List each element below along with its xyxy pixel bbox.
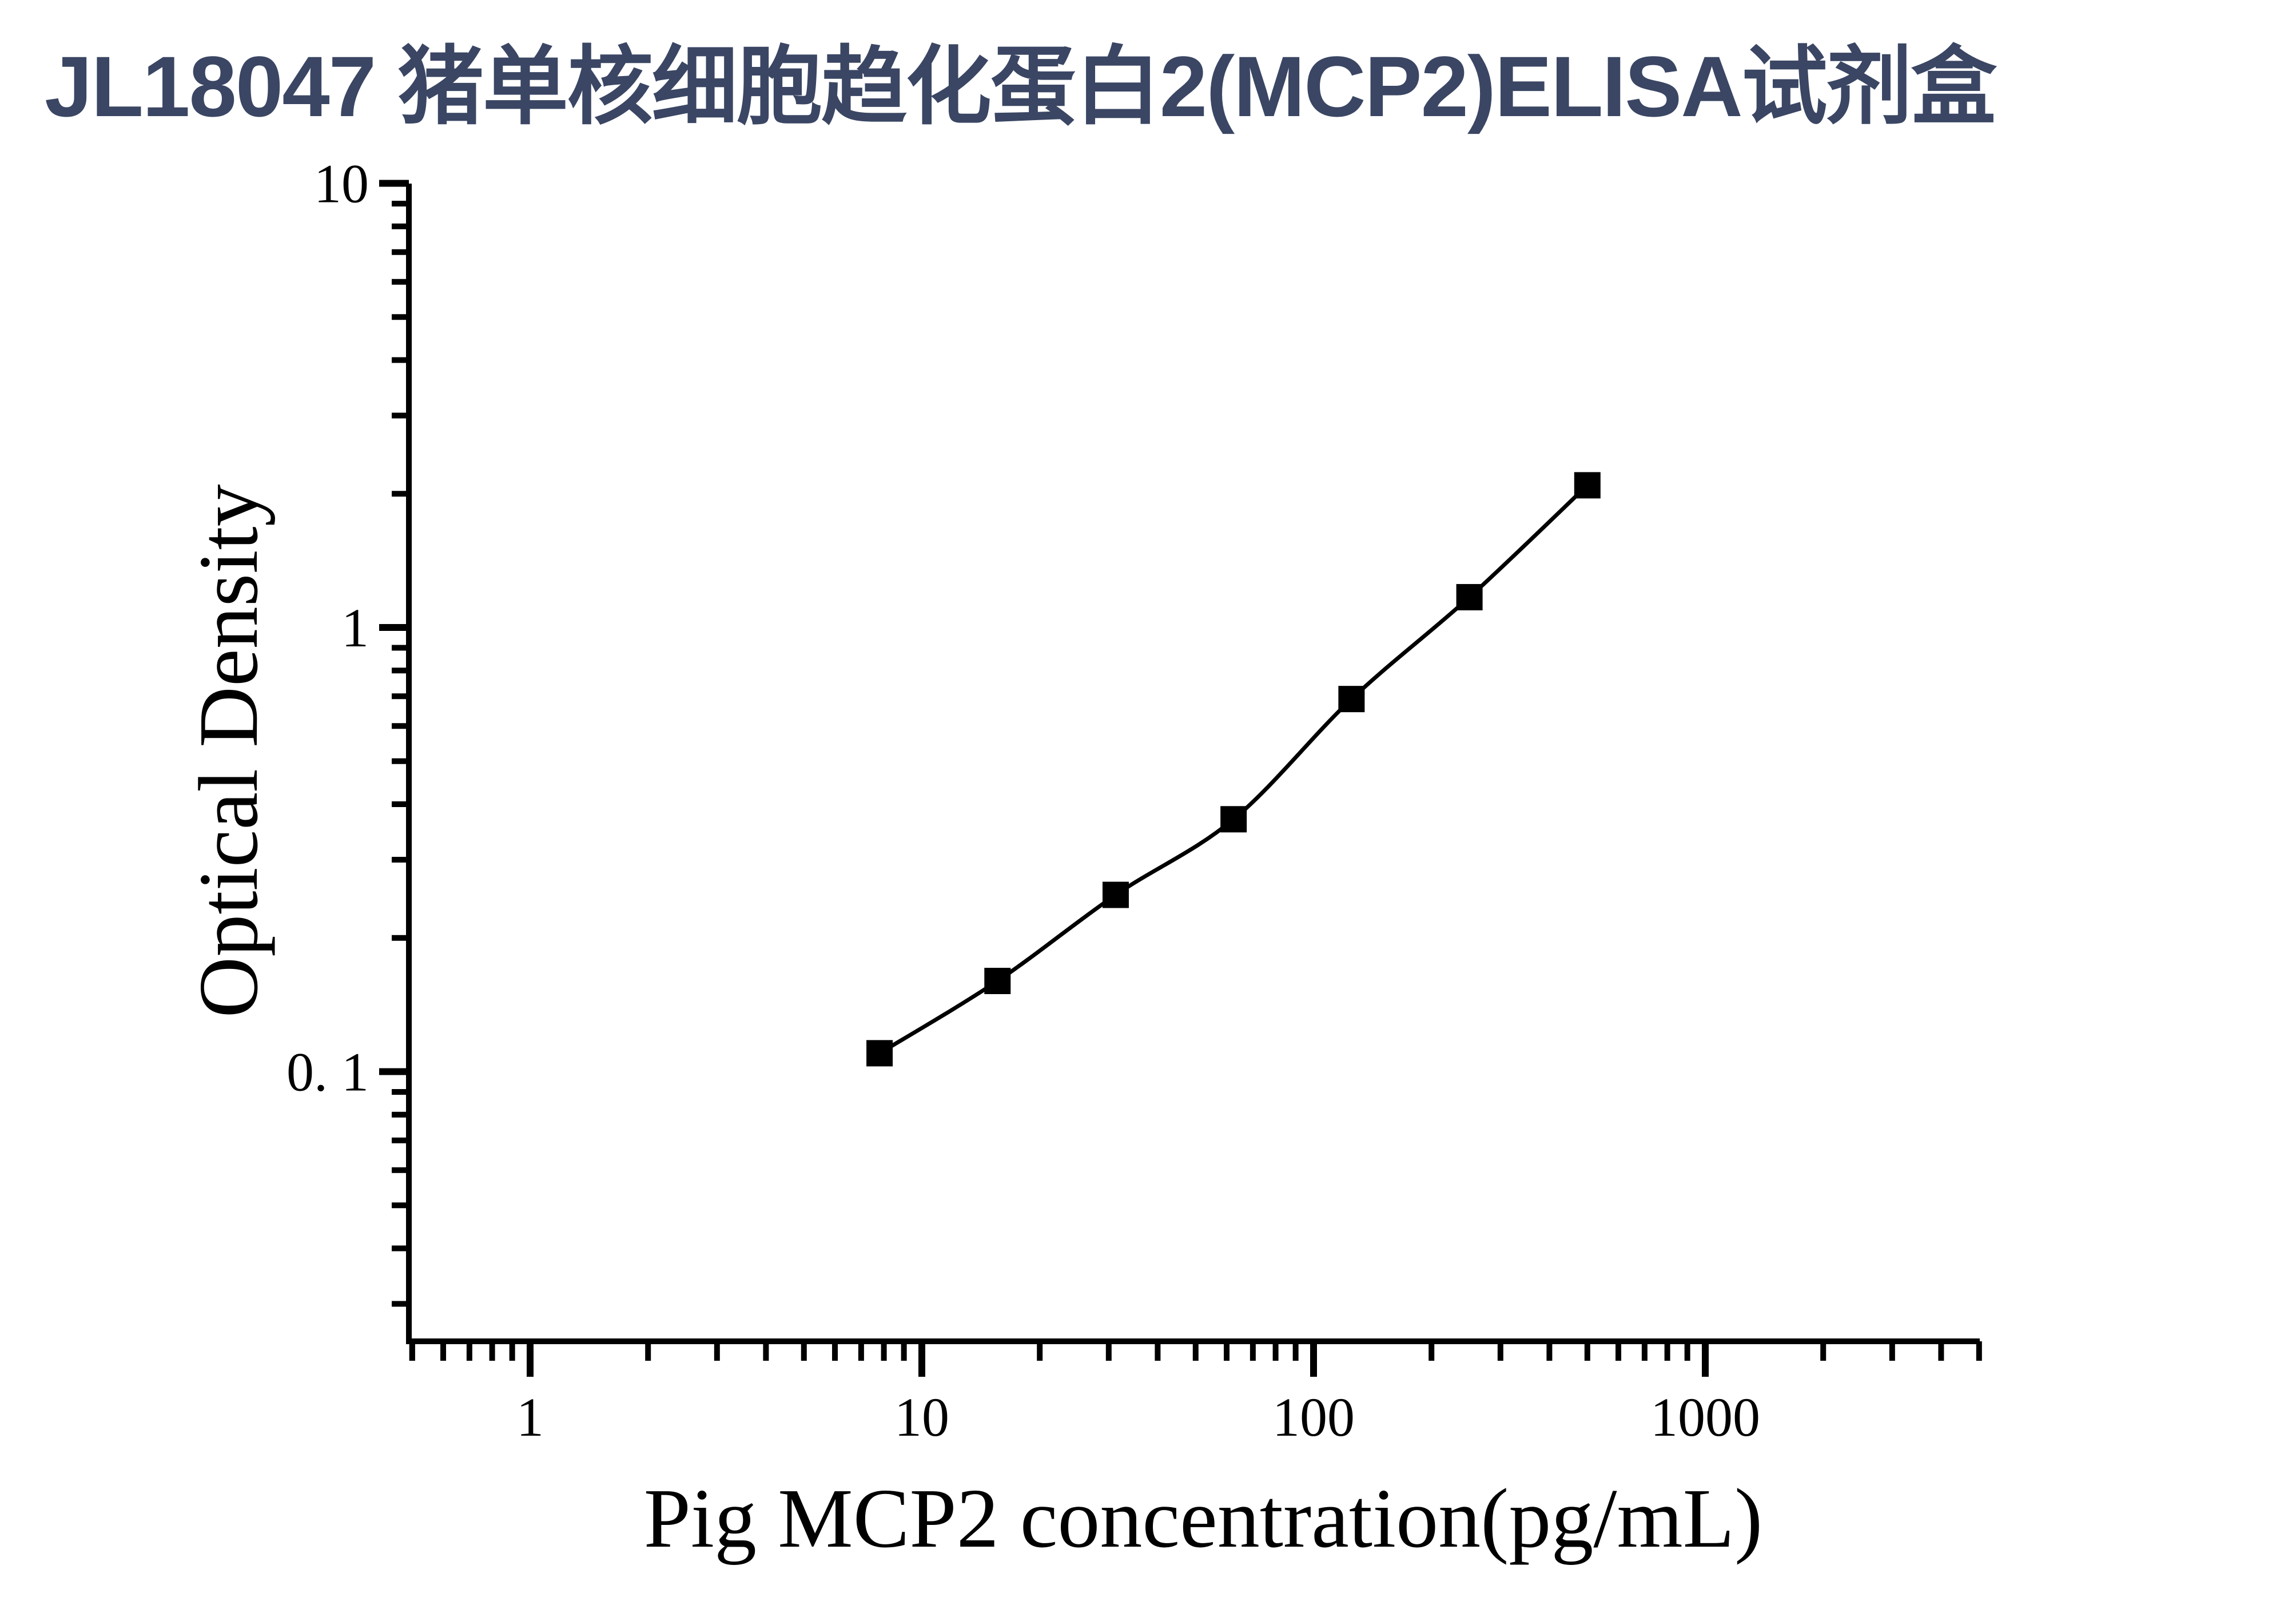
data-point-marker [1102,881,1129,908]
y-tick-label: 1 [341,597,369,658]
x-tick-label: 100 [1272,1387,1355,1448]
data-point-marker [1456,584,1483,611]
page-title: JL18047 猪单核细胞趋化蛋白2(MCP2)ELISA试剂盒 [45,38,1997,134]
x-tick-label: 10 [894,1387,949,1448]
data-point-marker [984,968,1011,995]
data-point-marker [1338,686,1365,713]
y-axis-title: Optical Density [182,484,276,1018]
x-tick-label: 1 [516,1387,544,1448]
data-point-marker [1220,806,1247,833]
x-tick-label: 1000 [1650,1387,1760,1448]
axis-frame [406,184,1980,1344]
data-point-marker [1574,472,1601,499]
data-point-marker [866,1040,893,1067]
y-tick-label: 10 [314,153,369,214]
y-tick-label: 0. 1 [286,1042,369,1103]
x-axis-title: Pig MCP2 concentration(pg/mL) [643,1472,1763,1566]
